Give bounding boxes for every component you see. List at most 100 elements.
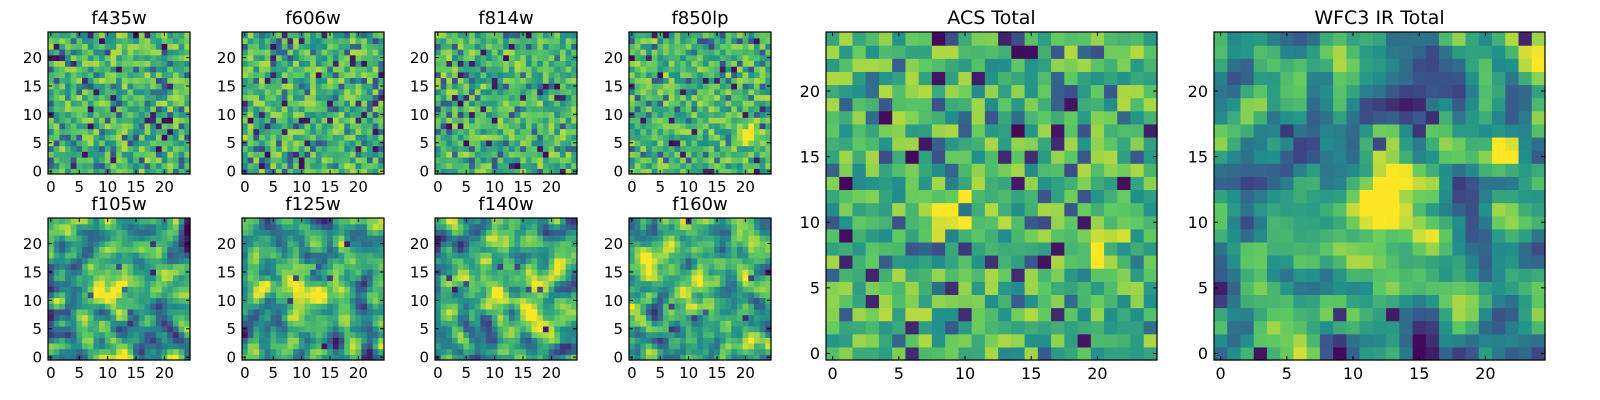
heatmap-cell: [663, 162, 670, 169]
heatmap-cell: [440, 32, 447, 39]
heatmap-cell: [116, 100, 123, 107]
heatmap-cell: [53, 252, 60, 259]
heatmap-cell: [435, 88, 442, 96]
heatmap-cell: [87, 257, 95, 265]
heatmap-cell: [93, 139, 100, 147]
heatmap-cell: [133, 54, 140, 61]
heatmap-cell: [281, 223, 289, 230]
heatmap-cell: [640, 54, 647, 61]
heatmap-cell: [697, 71, 704, 79]
heatmap-cell: [65, 145, 72, 152]
heatmap-cell: [298, 43, 306, 50]
heatmap-cell: [702, 280, 710, 287]
heatmap-cell: [121, 151, 129, 158]
heatmap-cell: [565, 151, 572, 158]
heatmap-cell: [87, 223, 95, 230]
heatmap-cell: [150, 337, 157, 344]
heatmap-cell: [366, 32, 374, 39]
heatmap-cell: [571, 235, 578, 242]
heatmap-cell: [349, 337, 357, 344]
heatmap-cell: [452, 240, 459, 247]
heatmap-cell: [355, 240, 362, 247]
heatmap-cell: [753, 145, 761, 152]
heatmap-cell: [259, 325, 266, 333]
heatmap-cell: [565, 252, 572, 259]
heatmap-cell: [736, 105, 744, 113]
heatmap-cell: [65, 303, 72, 310]
heatmap-cell: [452, 66, 459, 73]
heatmap-cell: [253, 83, 260, 90]
heatmap-cell: [332, 246, 340, 253]
heatmap-cell: [264, 223, 271, 230]
heatmap-cell: [344, 77, 351, 84]
heatmap-cell: [452, 297, 459, 304]
heatmap-cell: [133, 342, 140, 350]
y-tick-label: 20: [604, 49, 623, 67]
heatmap-cell: [731, 139, 738, 147]
heatmap-cell: [93, 94, 100, 101]
heatmap-cell: [663, 83, 670, 90]
heatmap-cell: [361, 139, 368, 147]
heatmap-cell: [554, 54, 561, 61]
heatmap-cell: [634, 291, 641, 299]
heatmap-cell: [640, 94, 647, 101]
heatmap-cell: [321, 337, 328, 344]
heatmap-cell: [748, 122, 755, 130]
heatmap-cell: [355, 303, 362, 310]
heatmap-cell: [531, 269, 538, 276]
heatmap-cell: [674, 49, 681, 56]
heatmap-cell: [259, 122, 266, 130]
heatmap-cell: [714, 274, 721, 282]
heatmap-cell: [646, 134, 653, 141]
y-tick-label: 0: [613, 163, 623, 181]
heatmap-cell: [310, 235, 317, 242]
heatmap-cell: [520, 337, 527, 344]
heatmap-cell: [344, 274, 351, 282]
heatmap-cell: [293, 235, 300, 242]
heatmap-cell: [93, 54, 100, 61]
heatmap-cell: [104, 128, 112, 135]
heatmap-cell: [685, 100, 693, 107]
heatmap-cell: [508, 139, 516, 147]
heatmap-cell: [264, 263, 271, 270]
heatmap-cell: [332, 71, 340, 79]
heatmap-cell: [332, 32, 340, 39]
heatmap-cell: [646, 105, 653, 113]
heatmap-cell: [765, 77, 772, 84]
heatmap-cell: [144, 122, 151, 130]
heatmap-cell: [474, 117, 482, 124]
panel-title: f125w: [285, 194, 340, 215]
heatmap-cell: [361, 252, 368, 259]
heatmap-cell: [491, 43, 499, 50]
heatmap-cell: [731, 286, 738, 293]
heatmap-cell: [293, 105, 300, 113]
heatmap-cell: [753, 303, 761, 310]
heatmap-cell: [657, 139, 664, 147]
heatmap-cell: [514, 71, 521, 79]
heatmap-cell: [298, 303, 306, 310]
heatmap-cell: [161, 274, 168, 282]
heatmap-cell: [161, 257, 168, 265]
heatmap-cell: [452, 280, 459, 287]
heatmap-cell: [668, 348, 676, 355]
heatmap-cell: [542, 240, 550, 247]
heatmap-cell: [127, 32, 134, 39]
heatmap-cell: [338, 229, 345, 236]
heatmap-cell: [366, 151, 374, 158]
heatmap-cell: [640, 128, 647, 135]
heatmap-cell: [503, 88, 510, 96]
heatmap-cell: [668, 37, 676, 44]
heatmap-cell: [640, 168, 647, 175]
heatmap-cell: [355, 122, 362, 130]
heatmap-cell: [452, 168, 459, 175]
heatmap-cell: [565, 229, 572, 236]
heatmap-cell: [719, 168, 727, 175]
heatmap-cell: [480, 156, 487, 164]
heatmap-cell: [99, 229, 106, 236]
heatmap-cell: [714, 348, 721, 355]
heatmap-cell: [264, 111, 271, 118]
heatmap-cell: [571, 94, 578, 101]
heatmap-cell: [349, 94, 357, 101]
heatmap-cell: [463, 60, 470, 67]
heatmap-cell: [298, 280, 306, 287]
